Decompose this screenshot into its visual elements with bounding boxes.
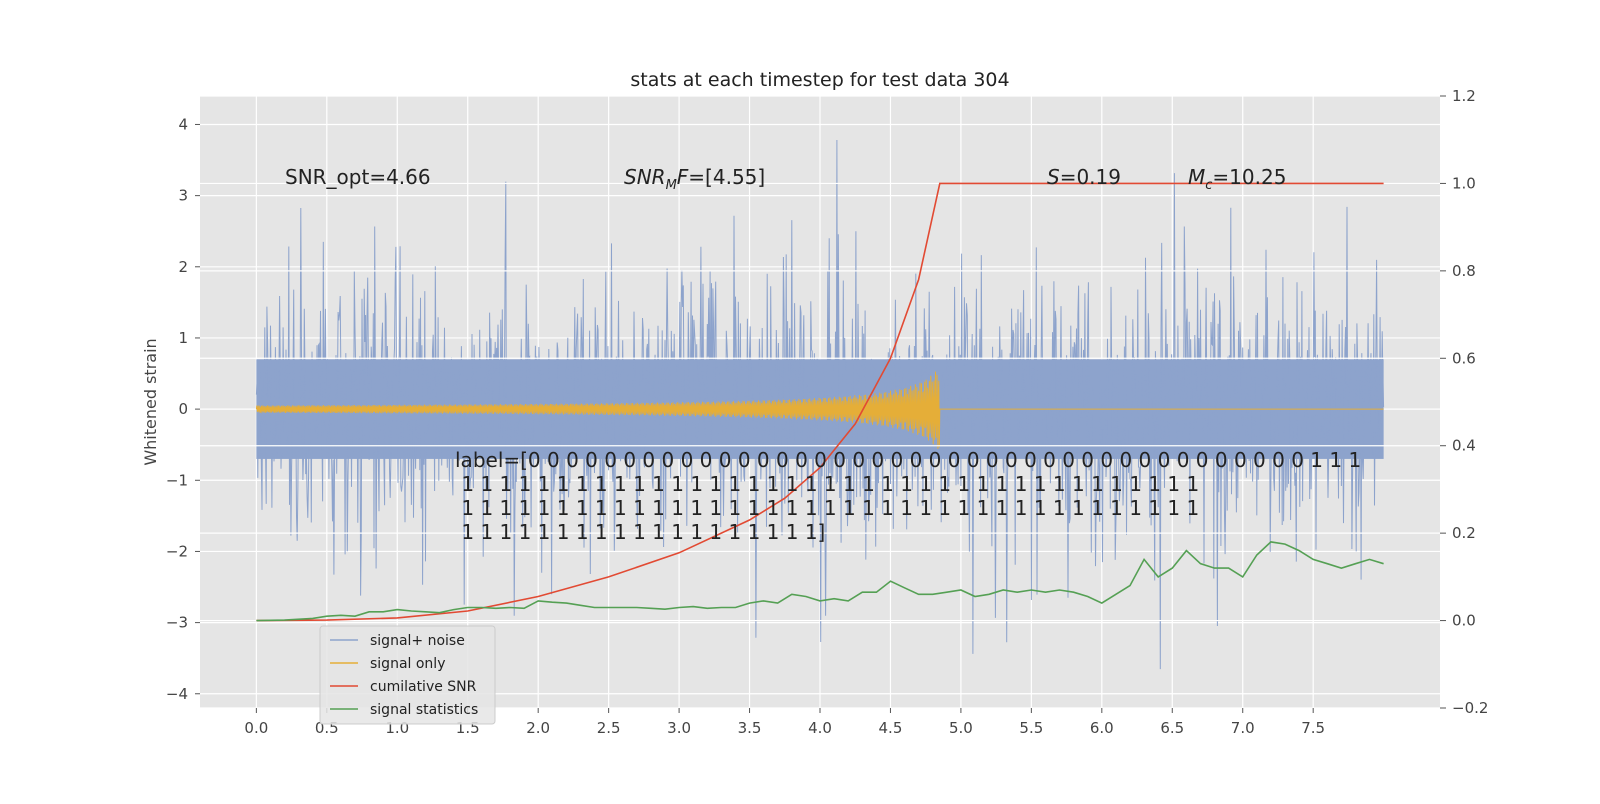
right-tick-label: −0.2 bbox=[1452, 699, 1488, 717]
right-tick-label: 0.2 bbox=[1452, 524, 1476, 542]
y-tick-label: −4 bbox=[166, 685, 188, 703]
annotation-snr-opt: SNR_opt=4.66 bbox=[285, 165, 431, 189]
annotation-label-line-1: label=[0 0 0 0 0 0 0 0 0 0 0 0 0 0 0 0 0… bbox=[455, 448, 1361, 472]
y-tick-label: −1 bbox=[166, 471, 188, 489]
right-tick-label: 0.0 bbox=[1452, 612, 1476, 630]
annotation-snr-mf: SNRMF=[4.55] bbox=[624, 165, 765, 193]
x-axis-ticks: 0.0 0.5 1.0 1.5 2.0 2.5 3.0 3.5 4.0 4.5 5.0 5.5 6.0 6… bbox=[244, 708, 1325, 737]
y-tick-label: 0 bbox=[178, 400, 188, 418]
signal-trace bbox=[255, 371, 1384, 449]
x-tick-label: 6.5 bbox=[1160, 719, 1184, 737]
noise-trace bbox=[255, 139, 1385, 670]
legend-label-signal: signal only bbox=[370, 656, 445, 672]
x-tick-label: 7.5 bbox=[1301, 719, 1325, 737]
y-tick-label: −2 bbox=[166, 542, 188, 560]
signal-statistics-line bbox=[256, 541, 1384, 622]
x-tick-label: 7.0 bbox=[1231, 719, 1255, 737]
y-tick-label: 3 bbox=[178, 187, 188, 205]
x-tick-label: 4.0 bbox=[808, 719, 832, 737]
right-tick-label: 0.4 bbox=[1452, 437, 1476, 455]
x-tick-label: 2.5 bbox=[597, 719, 621, 737]
annotation-label-line-2: 1 1 1 1 1 1 1 1 1 1 1 1 1 1 1 1 1 1 1 1 … bbox=[455, 472, 1199, 496]
right-axis-ticks: 1.2 1.0 0.8 0.6 0.4 0.2 0.0 −0.2 bbox=[1440, 87, 1488, 717]
y-axis-label: Whitened strain bbox=[141, 338, 160, 465]
y-axis-ticks: 4 3 2 1 0 −1 −2 −3 −4 bbox=[166, 115, 200, 703]
chart-title: stats at each timestep for test data 304 bbox=[630, 69, 1009, 91]
right-tick-label: 1.2 bbox=[1452, 87, 1476, 105]
x-tick-label: 4.5 bbox=[879, 719, 903, 737]
x-tick-label: 6.0 bbox=[1090, 719, 1114, 737]
x-tick-label: 5.0 bbox=[949, 719, 973, 737]
right-tick-label: 0.8 bbox=[1452, 262, 1476, 280]
right-tick-label: 1.0 bbox=[1452, 174, 1476, 192]
annotation-s-value: S=0.19 bbox=[1047, 165, 1121, 189]
legend-label-noise: signal+ noise bbox=[370, 633, 465, 649]
y-tick-label: 4 bbox=[178, 115, 188, 133]
y-tick-label: 2 bbox=[178, 258, 188, 276]
legend: signal+ noise signal only cumilative SNR… bbox=[319, 625, 496, 725]
annotation-label-line-3: 1 1 1 1 1 1 1 1 1 1 1 1 1 1 1 1 1 1 1 1 … bbox=[455, 496, 1199, 520]
y-tick-label: −3 bbox=[166, 614, 188, 632]
x-tick-label: 3.0 bbox=[667, 719, 691, 737]
y-tick-label: 1 bbox=[178, 329, 188, 347]
annotation-chirp-mass: Mc=10.25 bbox=[1188, 165, 1286, 193]
cumulative-snr-line bbox=[256, 182, 1384, 622]
annotation-label-line-4: 1 1 1 1 1 1 1 1 1 1 1 1 1 1 1 1 1 1 1] bbox=[455, 520, 825, 544]
x-tick-label: 2.0 bbox=[526, 719, 550, 737]
x-tick-label: 5.5 bbox=[1019, 719, 1043, 737]
signal-only-series bbox=[255, 371, 1384, 449]
legend-label-snr: cumilative SNR bbox=[370, 679, 477, 695]
right-tick-label: 0.6 bbox=[1452, 349, 1476, 367]
x-tick-label: 3.5 bbox=[738, 719, 762, 737]
legend-label-stats: signal statistics bbox=[370, 702, 478, 718]
legend-box bbox=[319, 625, 496, 725]
x-tick-label: 0.0 bbox=[244, 719, 268, 737]
